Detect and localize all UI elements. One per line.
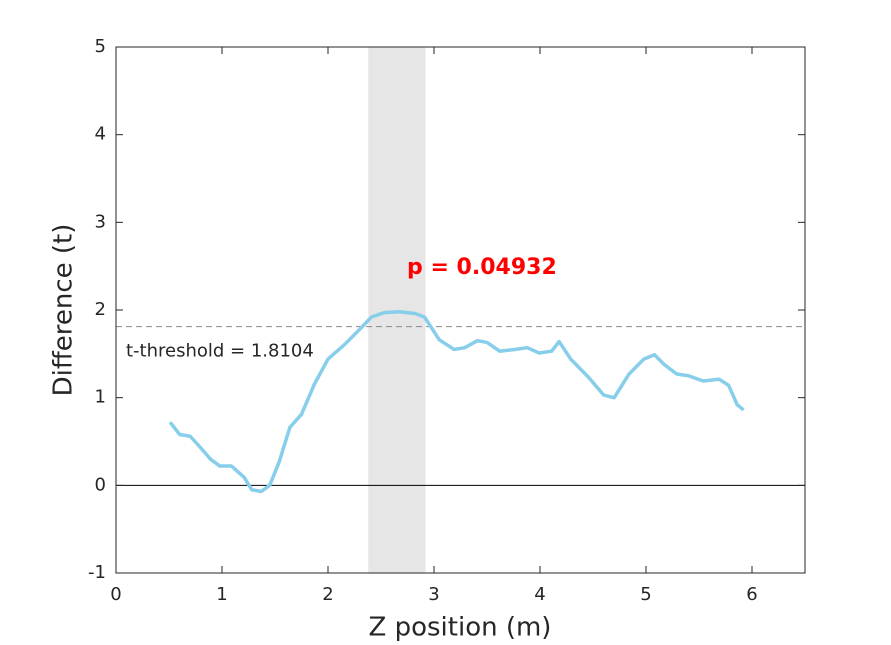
x-tick-label: 4 <box>534 584 545 605</box>
significant-region <box>368 47 426 573</box>
p-value-label: p = 0.04932 <box>407 255 557 280</box>
y-tick-label: 4 <box>95 124 106 145</box>
y-tick-label: 5 <box>95 36 106 57</box>
y-tick-label: 3 <box>95 211 106 232</box>
y-tick-label: -1 <box>88 562 106 583</box>
y-tick-label: 1 <box>95 387 106 408</box>
y-axis-label: Difference (t) <box>49 224 79 397</box>
x-tick-label: 2 <box>322 584 333 605</box>
threshold-label: t-threshold = 1.8104 <box>126 341 314 362</box>
data-line <box>168 310 745 494</box>
x-tick-label: 3 <box>428 584 439 605</box>
x-axis-label: Z position (m) <box>369 613 552 643</box>
x-tick-label: 6 <box>746 584 757 605</box>
y-tick-label: 2 <box>95 299 106 320</box>
y-tick-label: 0 <box>95 474 106 495</box>
x-tick-label: 1 <box>216 584 227 605</box>
x-tick-label: 5 <box>640 584 651 605</box>
x-tick-label: 0 <box>110 584 121 605</box>
